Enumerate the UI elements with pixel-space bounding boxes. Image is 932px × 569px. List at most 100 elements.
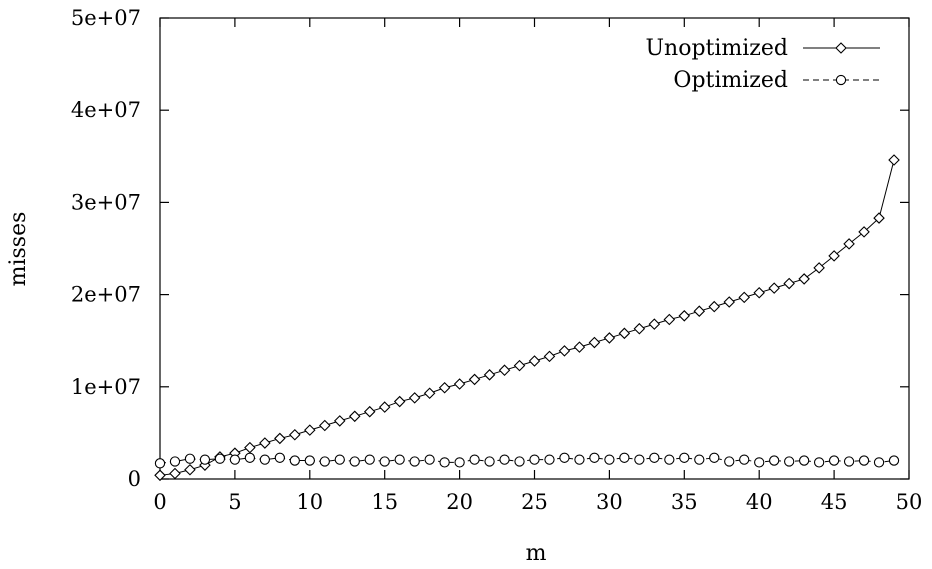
- data-point-diamond: [378, 401, 391, 413]
- x-tick-label: 20: [446, 490, 473, 514]
- x-axis-label: m: [526, 541, 547, 566]
- data-point-circle: [828, 455, 840, 466]
- data-point-diamond: [573, 341, 586, 353]
- data-point-circle: [604, 454, 615, 465]
- data-point-diamond: [184, 464, 196, 476]
- data-point-diamond: [304, 424, 316, 436]
- data-point-diamond: [363, 405, 376, 418]
- data-point-circle: [394, 454, 405, 465]
- legend-label: Unoptimized: [645, 36, 788, 61]
- data-point-circle: [154, 458, 166, 469]
- data-point-diamond: [513, 359, 526, 372]
- y-tick-label: 5e+07: [71, 6, 141, 30]
- legend: Unoptimized Optimized: [645, 36, 880, 93]
- data-point-diamond: [663, 313, 676, 326]
- data-point-diamond: [333, 415, 346, 427]
- data-point-circle: [813, 457, 825, 468]
- y-tick-label: 2e+07: [71, 283, 141, 307]
- x-tick-label: 40: [746, 490, 773, 514]
- data-point-circle: [784, 456, 795, 467]
- series-line: [159, 457, 895, 464]
- data-point-diamond: [244, 441, 256, 454]
- data-point-circle: [589, 452, 600, 463]
- data-point-circle: [634, 454, 645, 465]
- series-unoptimized: [154, 154, 900, 482]
- ticks-layer: 0 5 10 15 20 25 30 35 40 45 50 0 1e+07 2e+07 3e+07 4e+0…: [71, 6, 922, 514]
- data-point-circle: [184, 453, 196, 464]
- data-point-diamond: [888, 154, 900, 166]
- data-point-circle: [244, 452, 256, 463]
- legend-label: Optimized: [673, 68, 788, 93]
- x-tick-label: 0: [153, 490, 166, 514]
- x-tick-label: 45: [821, 490, 848, 514]
- data-point-diamond: [408, 392, 421, 404]
- legend-marker: [835, 74, 847, 86]
- data-point-circle: [484, 456, 495, 467]
- data-point-diamond: [468, 373, 481, 386]
- data-point-circle: [649, 452, 660, 463]
- data-point-circle: [724, 456, 735, 467]
- series-optimized: [154, 452, 900, 469]
- data-point-diamond: [423, 387, 436, 400]
- data-point-diamond: [528, 355, 541, 367]
- data-point-diamond: [813, 262, 825, 274]
- legend-marker: [835, 42, 847, 54]
- data-point-diamond: [543, 350, 556, 363]
- data-point-diamond: [843, 238, 855, 250]
- data-point-diamond: [169, 467, 181, 480]
- plot-frame-layer: [159, 17, 910, 480]
- data-point-diamond: [348, 410, 361, 423]
- data-point-circle: [439, 457, 450, 468]
- data-point-circle: [454, 457, 465, 468]
- data-point-circle: [379, 456, 390, 467]
- data-point-diamond: [678, 310, 691, 322]
- data-point-diamond: [738, 291, 750, 304]
- x-tick-label: 35: [671, 490, 698, 514]
- data-point-diamond: [154, 469, 166, 482]
- data-point-diamond: [708, 300, 721, 313]
- data-point-diamond: [498, 364, 511, 376]
- data-point-circle: [559, 452, 570, 463]
- data-point-circle: [754, 457, 765, 468]
- data-point-circle: [259, 454, 271, 465]
- data-point-circle: [409, 456, 420, 467]
- data-point-diamond: [798, 273, 810, 285]
- y-tick-label: 1e+07: [71, 375, 141, 399]
- data-point-diamond: [558, 345, 571, 357]
- x-tick-label: 25: [521, 490, 548, 514]
- data-point-diamond: [618, 327, 631, 340]
- data-point-circle: [499, 454, 510, 465]
- data-point-diamond: [319, 419, 331, 432]
- data-point-diamond: [723, 296, 736, 308]
- data-point-diamond: [873, 212, 885, 224]
- data-point-diamond: [289, 428, 301, 441]
- x-tick-label: 50: [896, 490, 923, 514]
- data-point-diamond: [438, 381, 451, 394]
- data-point-circle: [289, 455, 300, 466]
- data-point-circle: [304, 455, 315, 466]
- data-point-diamond: [603, 332, 616, 344]
- data-point-circle: [709, 452, 720, 463]
- series-line: [159, 159, 895, 476]
- plot-frame: [159, 17, 910, 480]
- data-point-circle: [424, 454, 435, 465]
- data-point-diamond: [783, 277, 795, 290]
- y-tick-label: 3e+07: [71, 190, 141, 214]
- data-point-circle: [529, 454, 540, 465]
- x-tick-label: 15: [371, 490, 398, 514]
- data-point-diamond: [393, 395, 406, 408]
- data-point-diamond: [858, 226, 870, 238]
- data-point-diamond: [648, 318, 661, 330]
- data-point-circle: [873, 457, 885, 468]
- data-point-circle: [888, 455, 900, 466]
- data-point-circle: [214, 453, 226, 464]
- data-point-circle: [858, 455, 870, 466]
- x-tick-label: 30: [596, 490, 623, 514]
- data-point-diamond: [753, 286, 765, 299]
- data-point-circle: [798, 455, 810, 466]
- data-point-circle: [544, 454, 555, 465]
- data-point-circle: [514, 456, 525, 467]
- data-point-diamond: [828, 250, 840, 262]
- series-layer: [154, 154, 900, 482]
